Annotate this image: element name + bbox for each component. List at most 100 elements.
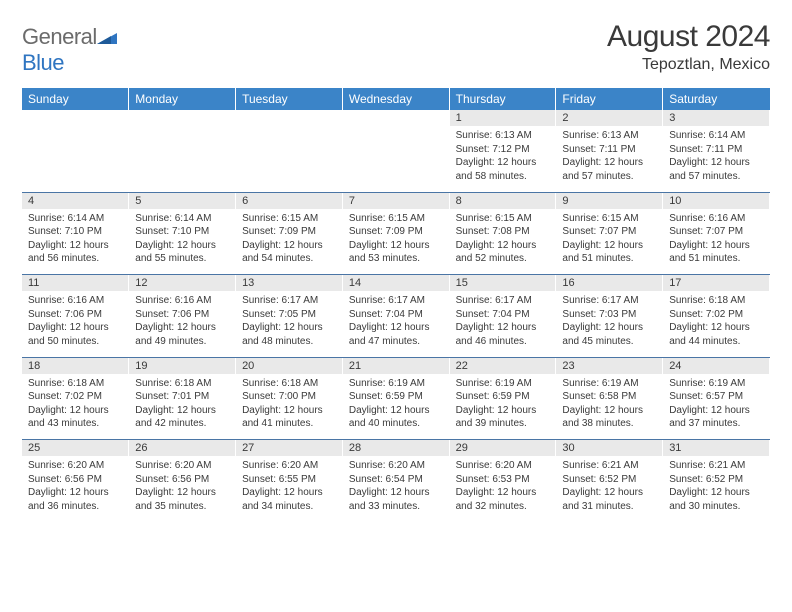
day-number: 3 <box>663 110 770 126</box>
day-cell: Sunrise: 6:20 AMSunset: 6:55 PMDaylight:… <box>236 456 343 522</box>
day-cell: Sunrise: 6:16 AMSunset: 7:06 PMDaylight:… <box>22 291 129 357</box>
header: GeneralBlue August 2024 Tepoztlan, Mexic… <box>22 20 770 76</box>
day-cell: Sunrise: 6:19 AMSunset: 6:59 PMDaylight:… <box>342 374 449 440</box>
day-cell: Sunrise: 6:21 AMSunset: 6:52 PMDaylight:… <box>556 456 663 522</box>
daynum-row: 25262728293031 <box>22 440 770 457</box>
day-number: 11 <box>22 275 129 292</box>
day-number: 4 <box>22 192 129 209</box>
day-number <box>236 110 343 126</box>
day-cell: Sunrise: 6:19 AMSunset: 6:58 PMDaylight:… <box>556 374 663 440</box>
day-number: 6 <box>236 192 343 209</box>
logo: GeneralBlue <box>22 20 118 76</box>
dow-sunday: Sunday <box>22 88 129 110</box>
daynum-row: 18192021222324 <box>22 357 770 374</box>
daynum-row: 45678910 <box>22 192 770 209</box>
content-row: Sunrise: 6:18 AMSunset: 7:02 PMDaylight:… <box>22 374 770 440</box>
day-cell <box>236 126 343 192</box>
day-cell: Sunrise: 6:18 AMSunset: 7:01 PMDaylight:… <box>129 374 236 440</box>
day-number: 7 <box>342 192 449 209</box>
day-cell: Sunrise: 6:17 AMSunset: 7:04 PMDaylight:… <box>342 291 449 357</box>
day-number: 16 <box>556 275 663 292</box>
day-number: 17 <box>663 275 770 292</box>
dow-thursday: Thursday <box>449 88 556 110</box>
day-cell: Sunrise: 6:16 AMSunset: 7:06 PMDaylight:… <box>129 291 236 357</box>
day-cell <box>129 126 236 192</box>
content-row: Sunrise: 6:20 AMSunset: 6:56 PMDaylight:… <box>22 456 770 522</box>
day-number: 10 <box>663 192 770 209</box>
day-cell: Sunrise: 6:20 AMSunset: 6:54 PMDaylight:… <box>342 456 449 522</box>
day-number: 19 <box>129 357 236 374</box>
day-cell: Sunrise: 6:16 AMSunset: 7:07 PMDaylight:… <box>663 209 770 275</box>
day-number: 12 <box>129 275 236 292</box>
title-block: August 2024 Tepoztlan, Mexico <box>607 20 770 74</box>
calendar-table: Sunday Monday Tuesday Wednesday Thursday… <box>22 88 770 522</box>
day-number: 13 <box>236 275 343 292</box>
day-number: 30 <box>556 440 663 457</box>
day-number: 9 <box>556 192 663 209</box>
day-number: 2 <box>556 110 663 126</box>
day-cell: Sunrise: 6:14 AMSunset: 7:10 PMDaylight:… <box>22 209 129 275</box>
day-number: 15 <box>449 275 556 292</box>
day-number: 25 <box>22 440 129 457</box>
day-cell: Sunrise: 6:13 AMSunset: 7:12 PMDaylight:… <box>449 126 556 192</box>
dow-tuesday: Tuesday <box>236 88 343 110</box>
day-number: 18 <box>22 357 129 374</box>
content-row: Sunrise: 6:16 AMSunset: 7:06 PMDaylight:… <box>22 291 770 357</box>
day-cell: Sunrise: 6:18 AMSunset: 7:02 PMDaylight:… <box>22 374 129 440</box>
day-number: 22 <box>449 357 556 374</box>
day-number: 26 <box>129 440 236 457</box>
day-number <box>22 110 129 126</box>
day-cell: Sunrise: 6:18 AMSunset: 7:00 PMDaylight:… <box>236 374 343 440</box>
content-row: Sunrise: 6:13 AMSunset: 7:12 PMDaylight:… <box>22 126 770 192</box>
day-number: 8 <box>449 192 556 209</box>
logo-part1: General <box>22 24 97 49</box>
dow-wednesday: Wednesday <box>342 88 449 110</box>
calendar-body: 123Sunrise: 6:13 AMSunset: 7:12 PMDaylig… <box>22 110 770 522</box>
day-number: 27 <box>236 440 343 457</box>
day-number: 5 <box>129 192 236 209</box>
day-number: 20 <box>236 357 343 374</box>
day-number: 23 <box>556 357 663 374</box>
day-number <box>129 110 236 126</box>
day-number: 28 <box>342 440 449 457</box>
day-number: 21 <box>342 357 449 374</box>
logo-part2: Blue <box>22 50 64 75</box>
logo-text: GeneralBlue <box>22 24 118 76</box>
day-cell: Sunrise: 6:21 AMSunset: 6:52 PMDaylight:… <box>663 456 770 522</box>
daynum-row: 123 <box>22 110 770 126</box>
day-number: 29 <box>449 440 556 457</box>
day-cell: Sunrise: 6:18 AMSunset: 7:02 PMDaylight:… <box>663 291 770 357</box>
day-cell: Sunrise: 6:15 AMSunset: 7:09 PMDaylight:… <box>342 209 449 275</box>
day-cell: Sunrise: 6:15 AMSunset: 7:08 PMDaylight:… <box>449 209 556 275</box>
day-cell: Sunrise: 6:17 AMSunset: 7:04 PMDaylight:… <box>449 291 556 357</box>
calendar-page: GeneralBlue August 2024 Tepoztlan, Mexic… <box>0 0 792 532</box>
logo-triangle-icon <box>97 31 117 45</box>
calendar-header-row: Sunday Monday Tuesday Wednesday Thursday… <box>22 88 770 110</box>
location: Tepoztlan, Mexico <box>607 56 770 74</box>
day-cell: Sunrise: 6:15 AMSunset: 7:09 PMDaylight:… <box>236 209 343 275</box>
day-cell: Sunrise: 6:20 AMSunset: 6:56 PMDaylight:… <box>22 456 129 522</box>
day-number: 24 <box>663 357 770 374</box>
day-cell: Sunrise: 6:19 AMSunset: 6:59 PMDaylight:… <box>449 374 556 440</box>
content-row: Sunrise: 6:14 AMSunset: 7:10 PMDaylight:… <box>22 209 770 275</box>
day-number: 14 <box>342 275 449 292</box>
day-cell <box>22 126 129 192</box>
day-cell: Sunrise: 6:15 AMSunset: 7:07 PMDaylight:… <box>556 209 663 275</box>
day-cell: Sunrise: 6:20 AMSunset: 6:56 PMDaylight:… <box>129 456 236 522</box>
day-cell: Sunrise: 6:14 AMSunset: 7:10 PMDaylight:… <box>129 209 236 275</box>
day-cell <box>342 126 449 192</box>
day-cell: Sunrise: 6:17 AMSunset: 7:03 PMDaylight:… <box>556 291 663 357</box>
day-number <box>342 110 449 126</box>
day-cell: Sunrise: 6:20 AMSunset: 6:53 PMDaylight:… <box>449 456 556 522</box>
dow-monday: Monday <box>129 88 236 110</box>
day-cell: Sunrise: 6:17 AMSunset: 7:05 PMDaylight:… <box>236 291 343 357</box>
day-cell: Sunrise: 6:13 AMSunset: 7:11 PMDaylight:… <box>556 126 663 192</box>
day-cell: Sunrise: 6:19 AMSunset: 6:57 PMDaylight:… <box>663 374 770 440</box>
dow-saturday: Saturday <box>663 88 770 110</box>
daynum-row: 11121314151617 <box>22 275 770 292</box>
day-number: 31 <box>663 440 770 457</box>
month-title: August 2024 <box>607 20 770 54</box>
day-cell: Sunrise: 6:14 AMSunset: 7:11 PMDaylight:… <box>663 126 770 192</box>
dow-friday: Friday <box>556 88 663 110</box>
day-number: 1 <box>449 110 556 126</box>
